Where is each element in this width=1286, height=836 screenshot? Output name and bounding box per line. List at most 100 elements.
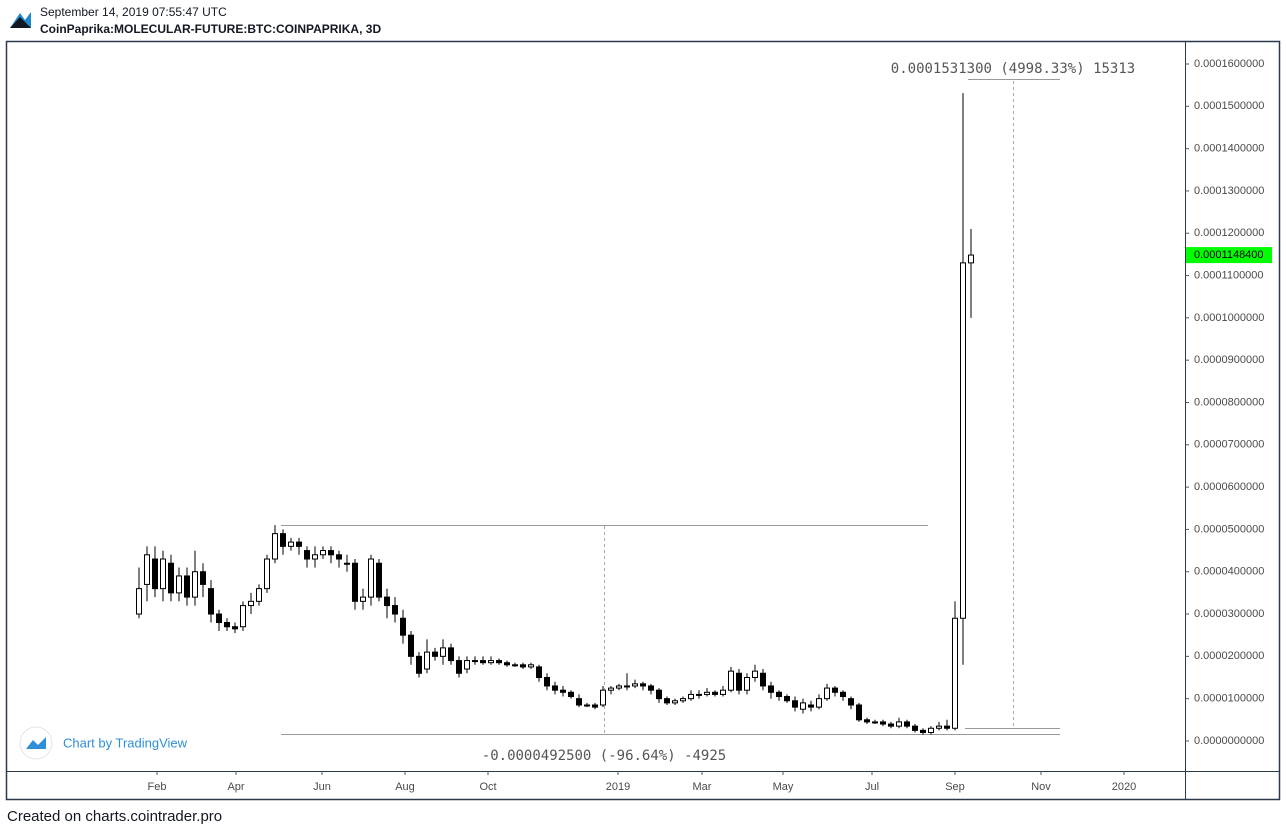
candle-body — [224, 621, 230, 628]
measure-drawings — [281, 79, 1060, 735]
candle-body — [920, 729, 926, 733]
candle-body — [936, 725, 942, 729]
candle-body — [312, 554, 318, 560]
branding-badge — [19, 726, 53, 760]
candle-body — [872, 721, 878, 724]
x-tick-label: Sep — [945, 781, 965, 793]
candle-body — [744, 676, 750, 691]
candle-body — [776, 691, 782, 698]
y-tick-label: 0.0000900000 — [1194, 354, 1264, 366]
frame — [5, 40, 1281, 801]
candle-body — [816, 698, 822, 708]
x-tick-label: Jun — [313, 781, 331, 793]
candle-body — [904, 721, 910, 727]
candle-body — [360, 596, 366, 602]
chart-title: CoinPaprika:MOLECULAR-FUTURE:BTC:COINPAP… — [40, 22, 381, 36]
footer: Created on charts.cointrader.pro — [7, 808, 222, 825]
y-tick-label: 0.0000100000 — [1194, 693, 1264, 705]
candle-body — [328, 550, 334, 556]
x-tick-label: Nov — [1031, 781, 1051, 793]
candle-body — [488, 660, 494, 664]
candle-body — [688, 693, 694, 700]
x-tick-label: Feb — [148, 781, 167, 793]
y-tick-label: 0.0000800000 — [1194, 396, 1264, 408]
logo — [10, 10, 31, 29]
candle-body — [304, 550, 310, 560]
candle-body — [392, 605, 398, 615]
x-tick-label: Mar — [693, 781, 712, 793]
candle-body — [808, 704, 814, 708]
y-tick-label: 0.0000500000 — [1194, 523, 1264, 535]
candle-body — [736, 672, 742, 691]
candle-body — [176, 575, 182, 594]
y-tick-label: 0.0001200000 — [1194, 227, 1264, 239]
candle-body — [616, 685, 622, 689]
candle-body — [592, 704, 598, 708]
candle-body — [624, 685, 630, 688]
candle-body — [960, 262, 966, 619]
candle-body — [888, 723, 894, 727]
candle-body — [952, 617, 958, 729]
candle-body — [208, 588, 214, 615]
candle-body — [192, 571, 198, 598]
candle-body — [968, 254, 974, 264]
y-tick-label: 0.0001100000 — [1194, 269, 1264, 281]
candle-body — [792, 700, 798, 708]
candle-body — [552, 685, 558, 691]
x-tick-label: May — [773, 781, 794, 793]
candle-body — [512, 664, 518, 667]
candle-body — [336, 554, 342, 560]
y-tick-label: 0.0000200000 — [1194, 650, 1264, 662]
candle-body — [168, 562, 174, 594]
candle-body — [200, 571, 206, 585]
candle-body — [368, 558, 374, 598]
y-tick-label: 0.0000000000 — [1194, 735, 1264, 747]
x-tick-label: 2020 — [1112, 781, 1136, 793]
candle-body — [440, 647, 446, 657]
candle-body — [424, 651, 430, 670]
y-tick-label: 0.0000400000 — [1194, 566, 1264, 578]
x-tick-label: Oct — [479, 781, 496, 793]
candle-body — [496, 660, 502, 664]
candle-body — [376, 562, 382, 598]
candle-body — [912, 725, 918, 731]
y-tick-label: 0.0001000000 — [1194, 312, 1264, 324]
candle-body — [728, 670, 734, 691]
y-tick-label: 0.0000600000 — [1194, 481, 1264, 493]
candle-body — [520, 664, 526, 668]
y-tick-label: 0.0001300000 — [1194, 185, 1264, 197]
candle-body — [928, 727, 934, 733]
candle-body — [608, 687, 614, 691]
candle-body — [800, 702, 806, 710]
candle-body — [400, 617, 406, 636]
candle-body — [648, 685, 654, 691]
measure-label: -0.0000492500 (-96.64%) -4925 — [482, 748, 726, 764]
candle-body — [152, 558, 158, 590]
candle-body — [568, 691, 574, 698]
candle-body — [768, 685, 774, 693]
candle-body — [160, 558, 166, 590]
y-tick-label: 0.0001600000 — [1194, 58, 1264, 70]
candle-body — [720, 689, 726, 695]
candle-body — [680, 698, 686, 702]
candle-body — [752, 670, 758, 678]
candle-body — [712, 691, 718, 695]
candle-body — [144, 554, 150, 585]
last-price-tag — [1186, 247, 1272, 264]
candle-body — [344, 562, 350, 565]
candle-body — [384, 596, 390, 607]
measure-label: 0.0001531300 (4998.33%) 15313 — [891, 61, 1135, 77]
candle-body — [352, 562, 358, 602]
x-tick-label: 2019 — [606, 781, 630, 793]
candle-body — [528, 664, 534, 668]
x-tick-label: Jul — [865, 781, 879, 793]
candle-body — [784, 696, 790, 702]
candle-body — [584, 704, 590, 707]
timestamp: September 14, 2019 07:55:47 UTC — [40, 5, 227, 19]
candle-body — [664, 698, 670, 704]
candle-body — [448, 647, 454, 662]
candle-body — [864, 719, 870, 723]
candle-body — [184, 575, 190, 598]
